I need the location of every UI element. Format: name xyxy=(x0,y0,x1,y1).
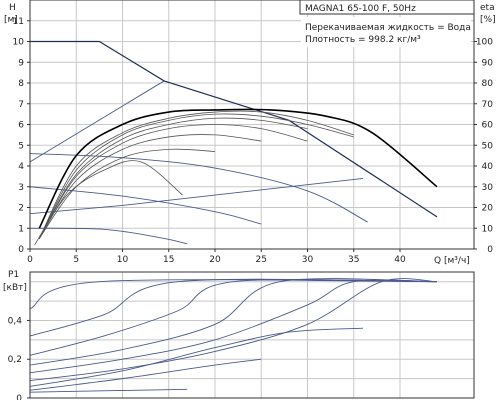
y-tick-label: 3 xyxy=(18,183,24,193)
efficiency-curve-3 xyxy=(38,124,308,239)
head-curve-0 xyxy=(30,40,438,218)
power-curve-3 xyxy=(29,278,438,366)
y-tick-label: 2 xyxy=(18,204,24,214)
y-tick-label: 10 xyxy=(13,38,25,48)
y-axis-unit: [м] xyxy=(4,15,18,25)
y-tick-label: 4 xyxy=(18,162,24,172)
top-curves xyxy=(29,40,438,246)
y-tick-label: 1 xyxy=(18,224,24,234)
y2-tick-label: 40 xyxy=(482,162,494,172)
power-curve-7 xyxy=(29,358,262,391)
system-line-1 xyxy=(29,80,165,163)
efficiency-curve-5 xyxy=(38,148,216,239)
y-tick-label: 9 xyxy=(18,58,24,68)
power-curve-6 xyxy=(29,327,364,387)
x-tick-label: 40 xyxy=(394,255,406,265)
power-chart: P1 [кВт] 0 0,2 0,4 xyxy=(3,270,475,400)
fluid-annotation: Перекачиваемая жидкость = Вода xyxy=(305,23,471,33)
y-tick-label: 5 xyxy=(18,141,24,151)
chart-title: MAGNA1 65-100 F, 50Hz xyxy=(305,4,416,14)
y2-tick-label: 90 xyxy=(482,58,494,68)
p1-tick-label: 0,2 xyxy=(8,355,22,365)
annotation-box xyxy=(301,17,471,47)
y2-tick-label: 100 xyxy=(476,38,493,48)
p1-axis-unit: [кВт] xyxy=(3,283,27,293)
x-tick-label: 25 xyxy=(256,255,267,265)
y-tick-label: 6 xyxy=(18,121,24,131)
head-efficiency-chart: MAGNA1 65-100 F, 50Hz Перекачиваемая жид… xyxy=(4,0,496,266)
head-curve-2 xyxy=(29,186,262,225)
power-curve-1 xyxy=(29,278,438,337)
efficiency-curve-4 xyxy=(38,134,262,239)
y2-tick-label: 50 xyxy=(482,141,494,151)
y2-axis-label: eta xyxy=(480,3,495,13)
system-line-0 xyxy=(29,178,364,215)
x-tick-label: 0 xyxy=(27,255,33,265)
y2-tick-label: 10 xyxy=(482,224,494,234)
y2-axis-unit: [%] xyxy=(480,15,496,25)
x-tick-label: 30 xyxy=(302,255,314,265)
power-curve-2 xyxy=(29,279,438,356)
x-axis-label: Q xyxy=(434,256,441,266)
efficiency-curve-7 xyxy=(38,108,438,229)
y-tick-label: 0 xyxy=(18,245,24,255)
efficiency-curve-1 xyxy=(38,113,354,239)
power-curve-5 xyxy=(29,278,438,381)
bottom-curves xyxy=(29,278,438,393)
head-curve-3 xyxy=(29,227,188,245)
y2-tick-label: 30 xyxy=(482,183,494,193)
y2-tick-label: 20 xyxy=(482,204,494,214)
p1-axis-label: P1 xyxy=(8,270,19,280)
y2-tick-label: 70 xyxy=(482,100,494,110)
head-curve-1 xyxy=(29,153,368,223)
x-tick-label: 5 xyxy=(73,255,79,265)
efficiency-curve-6 xyxy=(34,160,183,246)
title-box xyxy=(299,0,475,15)
y2-tick-label: 0 xyxy=(487,245,493,255)
y-tick-label: 8 xyxy=(18,79,24,89)
y2-tick-label: 60 xyxy=(482,121,494,131)
x-tick-label: 10 xyxy=(117,255,129,265)
power-curve-4 xyxy=(29,279,438,374)
y2-tick-label: 80 xyxy=(482,79,494,89)
y-tick-label: 11 xyxy=(13,17,24,27)
x-tick-label: 15 xyxy=(163,255,174,265)
x-tick-label: 35 xyxy=(348,255,359,265)
power-curve-8 xyxy=(29,388,188,393)
p1-tick-label: 0,4 xyxy=(8,316,23,326)
bottom-grid xyxy=(29,272,474,399)
density-annotation: Плотность = 998.2 кг/м³ xyxy=(305,35,421,45)
bottom-plot-frame xyxy=(29,271,475,399)
efficiency-curve-2 xyxy=(38,117,308,239)
p1-tick-label: 0 xyxy=(16,394,22,400)
x-tick-label: 20 xyxy=(209,255,221,265)
y-axis-label: H xyxy=(9,3,16,13)
y-tick-label: 7 xyxy=(18,100,24,110)
x-axis-unit: [м³/ч] xyxy=(444,256,470,266)
bottom-ticks: 0 0,2 0,4 xyxy=(8,316,30,400)
efficiency-curve-0 xyxy=(38,110,354,239)
top-ticks: 0 1 2 3 4 5 6 7 8 9 10 11 0 10 20 30 40 50 60 70 80 90 100 0 5 10… xyxy=(13,17,494,265)
